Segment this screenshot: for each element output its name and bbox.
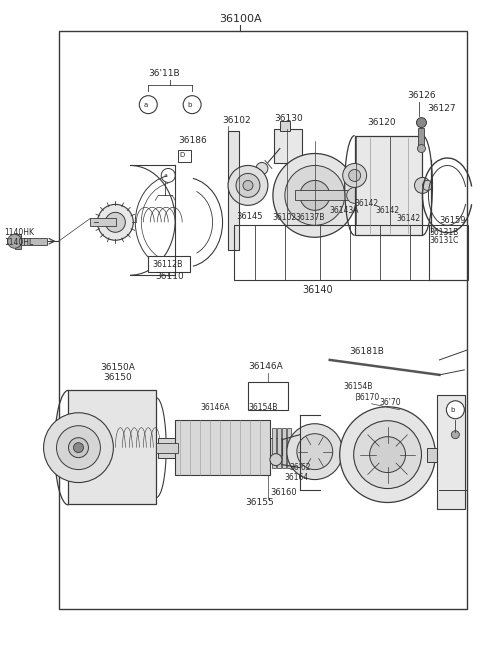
Bar bbox=[175, 420, 270, 474]
Circle shape bbox=[44, 413, 113, 482]
Circle shape bbox=[347, 187, 363, 204]
Circle shape bbox=[161, 168, 175, 183]
Bar bbox=[248, 382, 288, 410]
Bar bbox=[419, 127, 424, 146]
Text: 36164: 36164 bbox=[285, 473, 309, 482]
Bar bbox=[437, 395, 465, 509]
Circle shape bbox=[228, 166, 268, 206]
Bar bbox=[19, 238, 47, 245]
Circle shape bbox=[57, 426, 100, 470]
Text: 36181B: 36181B bbox=[350, 348, 384, 357]
Text: 36100A: 36100A bbox=[219, 14, 261, 24]
Text: 36142: 36142 bbox=[396, 214, 420, 223]
Text: 36155: 36155 bbox=[245, 498, 274, 507]
Circle shape bbox=[285, 166, 345, 225]
Circle shape bbox=[183, 96, 201, 114]
Circle shape bbox=[256, 162, 268, 175]
Text: a: a bbox=[143, 102, 147, 108]
Text: 36150: 36150 bbox=[103, 373, 132, 382]
Text: 36140: 36140 bbox=[302, 285, 333, 295]
Text: 36146A: 36146A bbox=[248, 363, 283, 371]
Text: 36154B: 36154B bbox=[248, 403, 277, 413]
Circle shape bbox=[422, 181, 432, 191]
Text: 36102: 36102 bbox=[272, 213, 296, 222]
Bar bbox=[277, 428, 281, 468]
Circle shape bbox=[348, 170, 360, 181]
Text: 36159: 36159 bbox=[439, 215, 466, 225]
Text: 36120: 36120 bbox=[368, 118, 396, 127]
Bar bbox=[156, 443, 178, 453]
Circle shape bbox=[236, 173, 260, 197]
Bar bbox=[59, 31, 468, 609]
Circle shape bbox=[73, 443, 84, 453]
Text: 36146A: 36146A bbox=[200, 403, 229, 413]
Bar bbox=[234, 225, 468, 280]
Circle shape bbox=[273, 154, 357, 237]
Circle shape bbox=[300, 181, 330, 210]
Text: 36131B: 36131B bbox=[430, 228, 459, 237]
Bar bbox=[90, 218, 116, 226]
Text: 1140HK: 1140HK bbox=[5, 228, 35, 237]
Bar bbox=[148, 256, 190, 272]
Circle shape bbox=[97, 204, 133, 240]
Text: 36142: 36142 bbox=[376, 206, 400, 215]
Text: 36186: 36186 bbox=[178, 136, 207, 145]
Text: 36154B: 36154B bbox=[344, 382, 373, 392]
Bar bbox=[69, 390, 156, 505]
Text: 36'70: 36'70 bbox=[380, 398, 401, 407]
Circle shape bbox=[417, 118, 426, 127]
Circle shape bbox=[446, 401, 464, 419]
Text: 36127: 36127 bbox=[428, 104, 456, 113]
Circle shape bbox=[340, 407, 435, 503]
Text: 36143A: 36143A bbox=[330, 206, 359, 215]
Text: 36160: 36160 bbox=[270, 488, 297, 497]
Circle shape bbox=[361, 189, 373, 201]
Bar bbox=[158, 438, 333, 458]
Text: 36142: 36142 bbox=[355, 199, 379, 208]
Circle shape bbox=[243, 181, 253, 191]
Text: 36131C: 36131C bbox=[430, 236, 459, 245]
Circle shape bbox=[451, 431, 459, 439]
Text: a: a bbox=[163, 173, 167, 178]
Text: b: b bbox=[187, 102, 192, 108]
Text: 36145: 36145 bbox=[236, 212, 263, 221]
Circle shape bbox=[106, 212, 125, 233]
Circle shape bbox=[370, 437, 406, 472]
Bar bbox=[295, 191, 405, 200]
Text: 36'62: 36'62 bbox=[290, 463, 312, 472]
Bar bbox=[272, 428, 276, 468]
Circle shape bbox=[287, 424, 343, 480]
Circle shape bbox=[270, 453, 282, 466]
Circle shape bbox=[139, 96, 157, 114]
Circle shape bbox=[343, 164, 367, 187]
Text: 36'11B: 36'11B bbox=[148, 69, 180, 78]
Circle shape bbox=[418, 145, 425, 152]
Text: 36126: 36126 bbox=[408, 91, 436, 100]
Circle shape bbox=[69, 438, 88, 458]
Text: 1140HL: 1140HL bbox=[5, 238, 34, 247]
Bar bbox=[274, 129, 302, 164]
Circle shape bbox=[354, 420, 421, 489]
Text: b: b bbox=[450, 407, 455, 413]
Circle shape bbox=[297, 434, 333, 470]
Text: 36170: 36170 bbox=[356, 394, 380, 402]
Bar bbox=[282, 428, 286, 468]
Text: 36137B: 36137B bbox=[296, 213, 325, 222]
Circle shape bbox=[415, 177, 431, 193]
Text: D: D bbox=[180, 152, 185, 158]
Bar bbox=[355, 135, 422, 235]
Text: 36150A: 36150A bbox=[100, 363, 135, 373]
Bar bbox=[15, 235, 21, 249]
Text: 36110: 36110 bbox=[155, 271, 184, 281]
Text: 36102: 36102 bbox=[222, 116, 251, 125]
Bar bbox=[428, 447, 445, 462]
Text: 36130: 36130 bbox=[274, 114, 303, 123]
Bar bbox=[280, 121, 290, 131]
Circle shape bbox=[8, 235, 22, 248]
Bar bbox=[287, 428, 291, 468]
Text: 36112B: 36112B bbox=[153, 260, 183, 269]
Bar bbox=[178, 150, 191, 162]
Bar bbox=[228, 131, 239, 250]
